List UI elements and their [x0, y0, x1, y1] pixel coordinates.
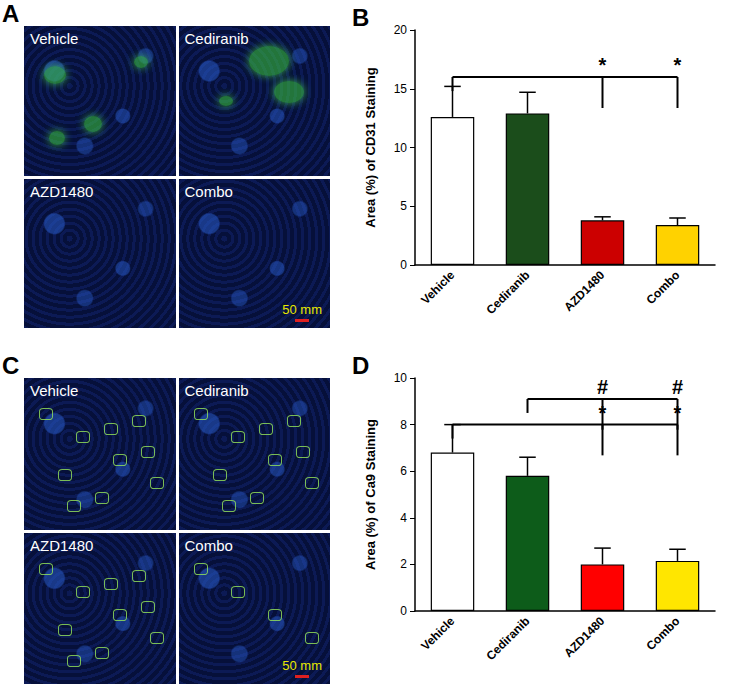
svg-text:2: 2 [400, 557, 407, 571]
html-text:A: A [2, 0, 20, 27]
svg-text:Area (%) of Ca9 Staining: Area (%) of Ca9 Staining [363, 419, 378, 570]
html-text:AZD1480: AZD1480 [30, 182, 94, 200]
html-text:Vehicle: Vehicle [30, 382, 79, 399]
html-text:Vehicle: Vehicle [30, 30, 79, 47]
svg-text:Combo: Combo [643, 614, 682, 653]
svg-text:Cediranib: Cediranib [483, 614, 532, 663]
html-text:AZD1480: AZD1480 [30, 536, 94, 554]
html-text:Combo: Combo [184, 182, 233, 200]
svg-text:15: 15 [394, 82, 408, 96]
svg-text:Area (%) of CD31 Staining: Area (%) of CD31 Staining [363, 67, 378, 227]
html-text:50 mm: 50 mm [282, 658, 322, 673]
svg-text:*: * [674, 54, 682, 76]
svg-text:0: 0 [400, 258, 407, 272]
svg-text:10: 10 [394, 141, 408, 155]
svg-text:Vehicle: Vehicle [418, 268, 457, 307]
svg-text:B: B [352, 4, 369, 31]
svg-text:5: 5 [400, 199, 407, 213]
svg-text:6: 6 [400, 464, 407, 478]
svg-text:Cediranib: Cediranib [483, 268, 532, 317]
html-text:C: C [2, 352, 20, 379]
svg-text:#: # [672, 376, 683, 398]
svg-text:Vehicle: Vehicle [418, 614, 457, 653]
svg-text:10: 10 [394, 371, 408, 385]
svg-text:0: 0 [400, 604, 407, 618]
svg-text:*: * [599, 54, 607, 76]
svg-text:20: 20 [394, 23, 408, 37]
html-text:Cediranib: Cediranib [184, 382, 249, 399]
html-text:50 mm: 50 mm [282, 302, 322, 317]
svg-text:4: 4 [400, 511, 407, 525]
svg-text:Combo: Combo [643, 268, 682, 307]
svg-text:8: 8 [400, 418, 407, 432]
svg-text:D: D [352, 352, 369, 379]
svg-text:#: # [597, 376, 608, 398]
html-text:Combo: Combo [184, 536, 233, 554]
svg-text:AZD1480: AZD1480 [561, 268, 607, 314]
html-text:Cediranib: Cediranib [184, 30, 249, 47]
svg-text:AZD1480: AZD1480 [561, 614, 607, 660]
